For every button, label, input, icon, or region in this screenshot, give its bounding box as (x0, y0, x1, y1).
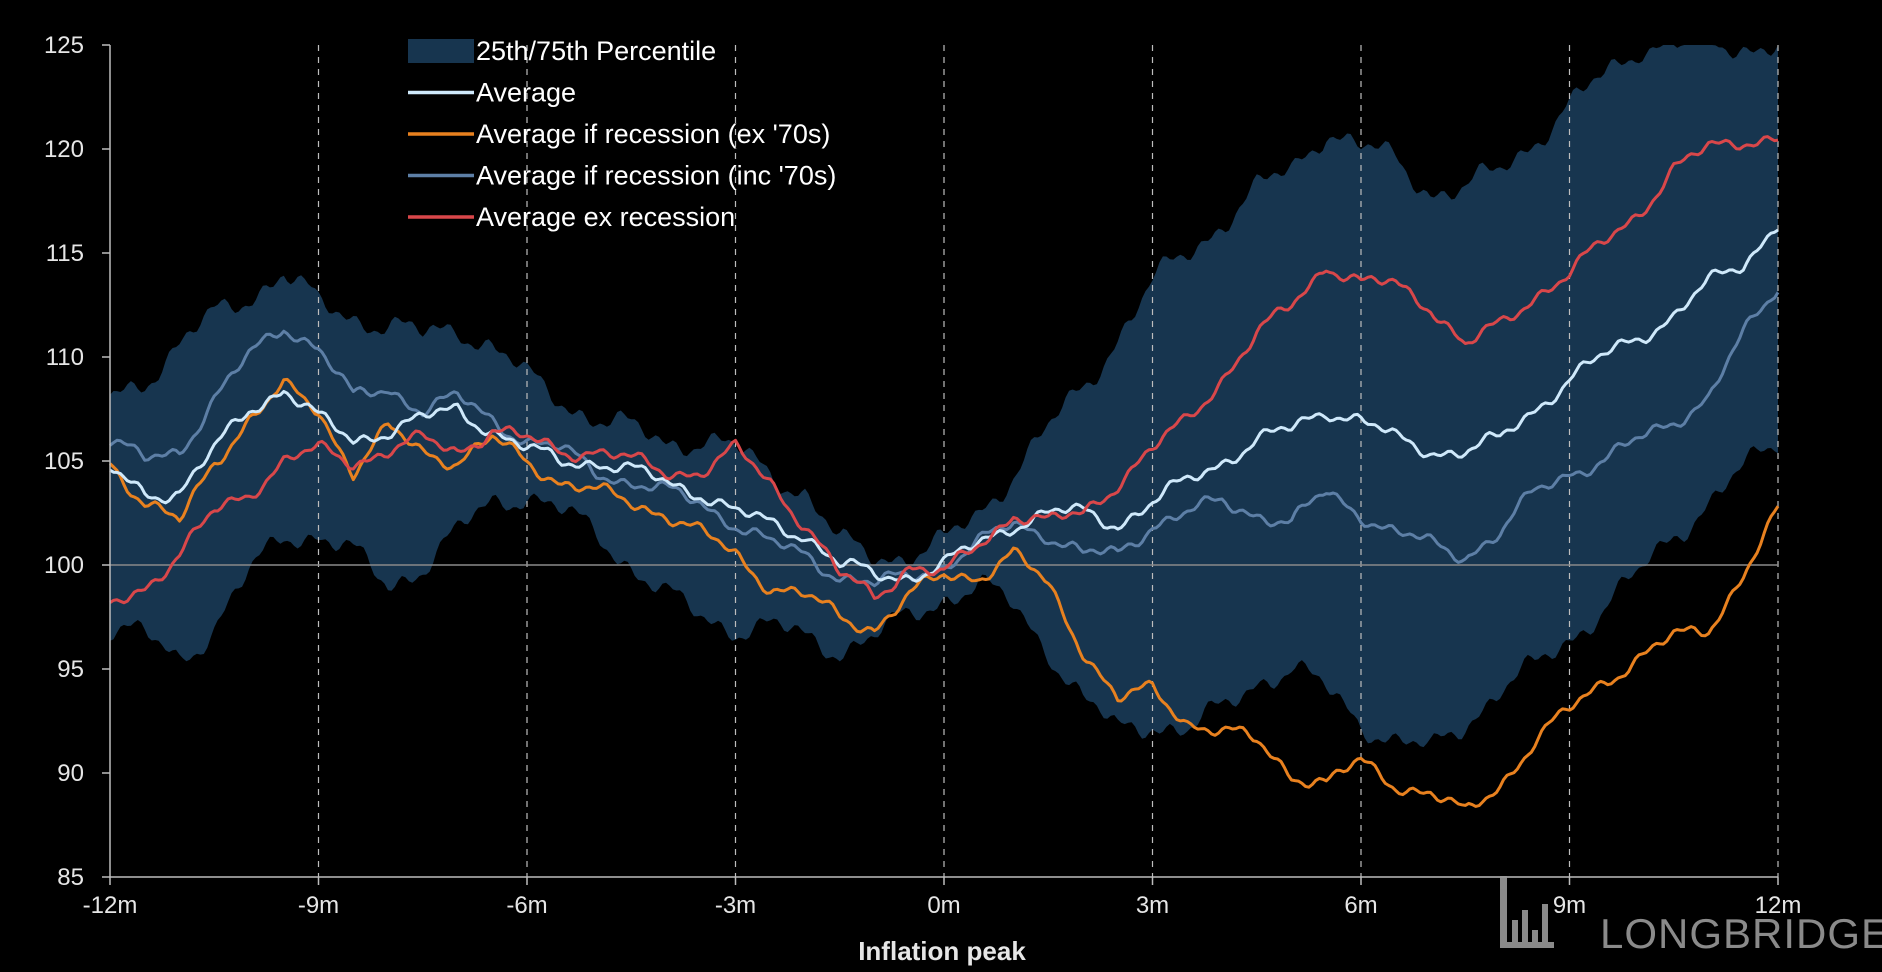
percentile-band (110, 45, 1778, 748)
y-tick-label: 90 (57, 760, 84, 787)
y-tick-label: 120 (44, 136, 84, 163)
y-tick-label: 110 (46, 344, 84, 371)
watermark-text: LONGBRIDGE (1600, 910, 1882, 957)
y-tick-label: 100 (44, 552, 84, 579)
legend-label: Average ex recession (476, 202, 735, 232)
x-axis-ticks: -12m -9m -6m -3m 0m 3m 6m 9m 12m (83, 877, 1802, 919)
y-axis-ticks: 85 90 95 100 105 110 115 120 125 (44, 32, 110, 891)
watermark: LONGBRIDGE (1500, 876, 1882, 957)
x-tick-label: 3m (1136, 892, 1169, 919)
x-axis-title: Inflation peak (858, 936, 1026, 966)
legend: 25th/75th Percentile Average Average if re… (408, 36, 836, 232)
legend-label: Average if recession (inc '70s) (476, 161, 836, 191)
x-tick-label: 0m (927, 892, 960, 919)
y-tick-label: 105 (44, 448, 84, 475)
y-tick-label: 115 (46, 240, 84, 267)
x-tick-label: -6m (506, 892, 547, 919)
x-tick-label: -3m (715, 892, 756, 919)
y-tick-label: 125 (44, 32, 84, 59)
series-line (109, 228, 1779, 583)
series-line (109, 291, 1780, 588)
x-tick-label: -12m (83, 892, 138, 919)
legend-swatch (408, 39, 474, 63)
x-tick-label: -9m (298, 892, 339, 919)
legend-label: Average (476, 78, 576, 108)
x-tick-label: 12m (1755, 892, 1802, 919)
series-lines (108, 135, 1780, 808)
axes: 85 90 95 100 105 110 115 120 125 -12m -9m -6m -3m 0m… (44, 32, 1801, 966)
legend-label: Average if recession (ex '70s) (476, 119, 830, 149)
x-tick-label: 9m (1553, 892, 1586, 919)
legend-label: 25th/75th Percentile (476, 36, 716, 66)
longbridge-logo-icon (1500, 876, 1554, 948)
plot-area (108, 45, 1780, 877)
series-line (108, 377, 1780, 808)
x-tick-label: 6m (1344, 892, 1377, 919)
series-line (109, 135, 1779, 605)
y-tick-label: 85 (57, 864, 84, 891)
y-tick-label: 95 (57, 656, 84, 683)
